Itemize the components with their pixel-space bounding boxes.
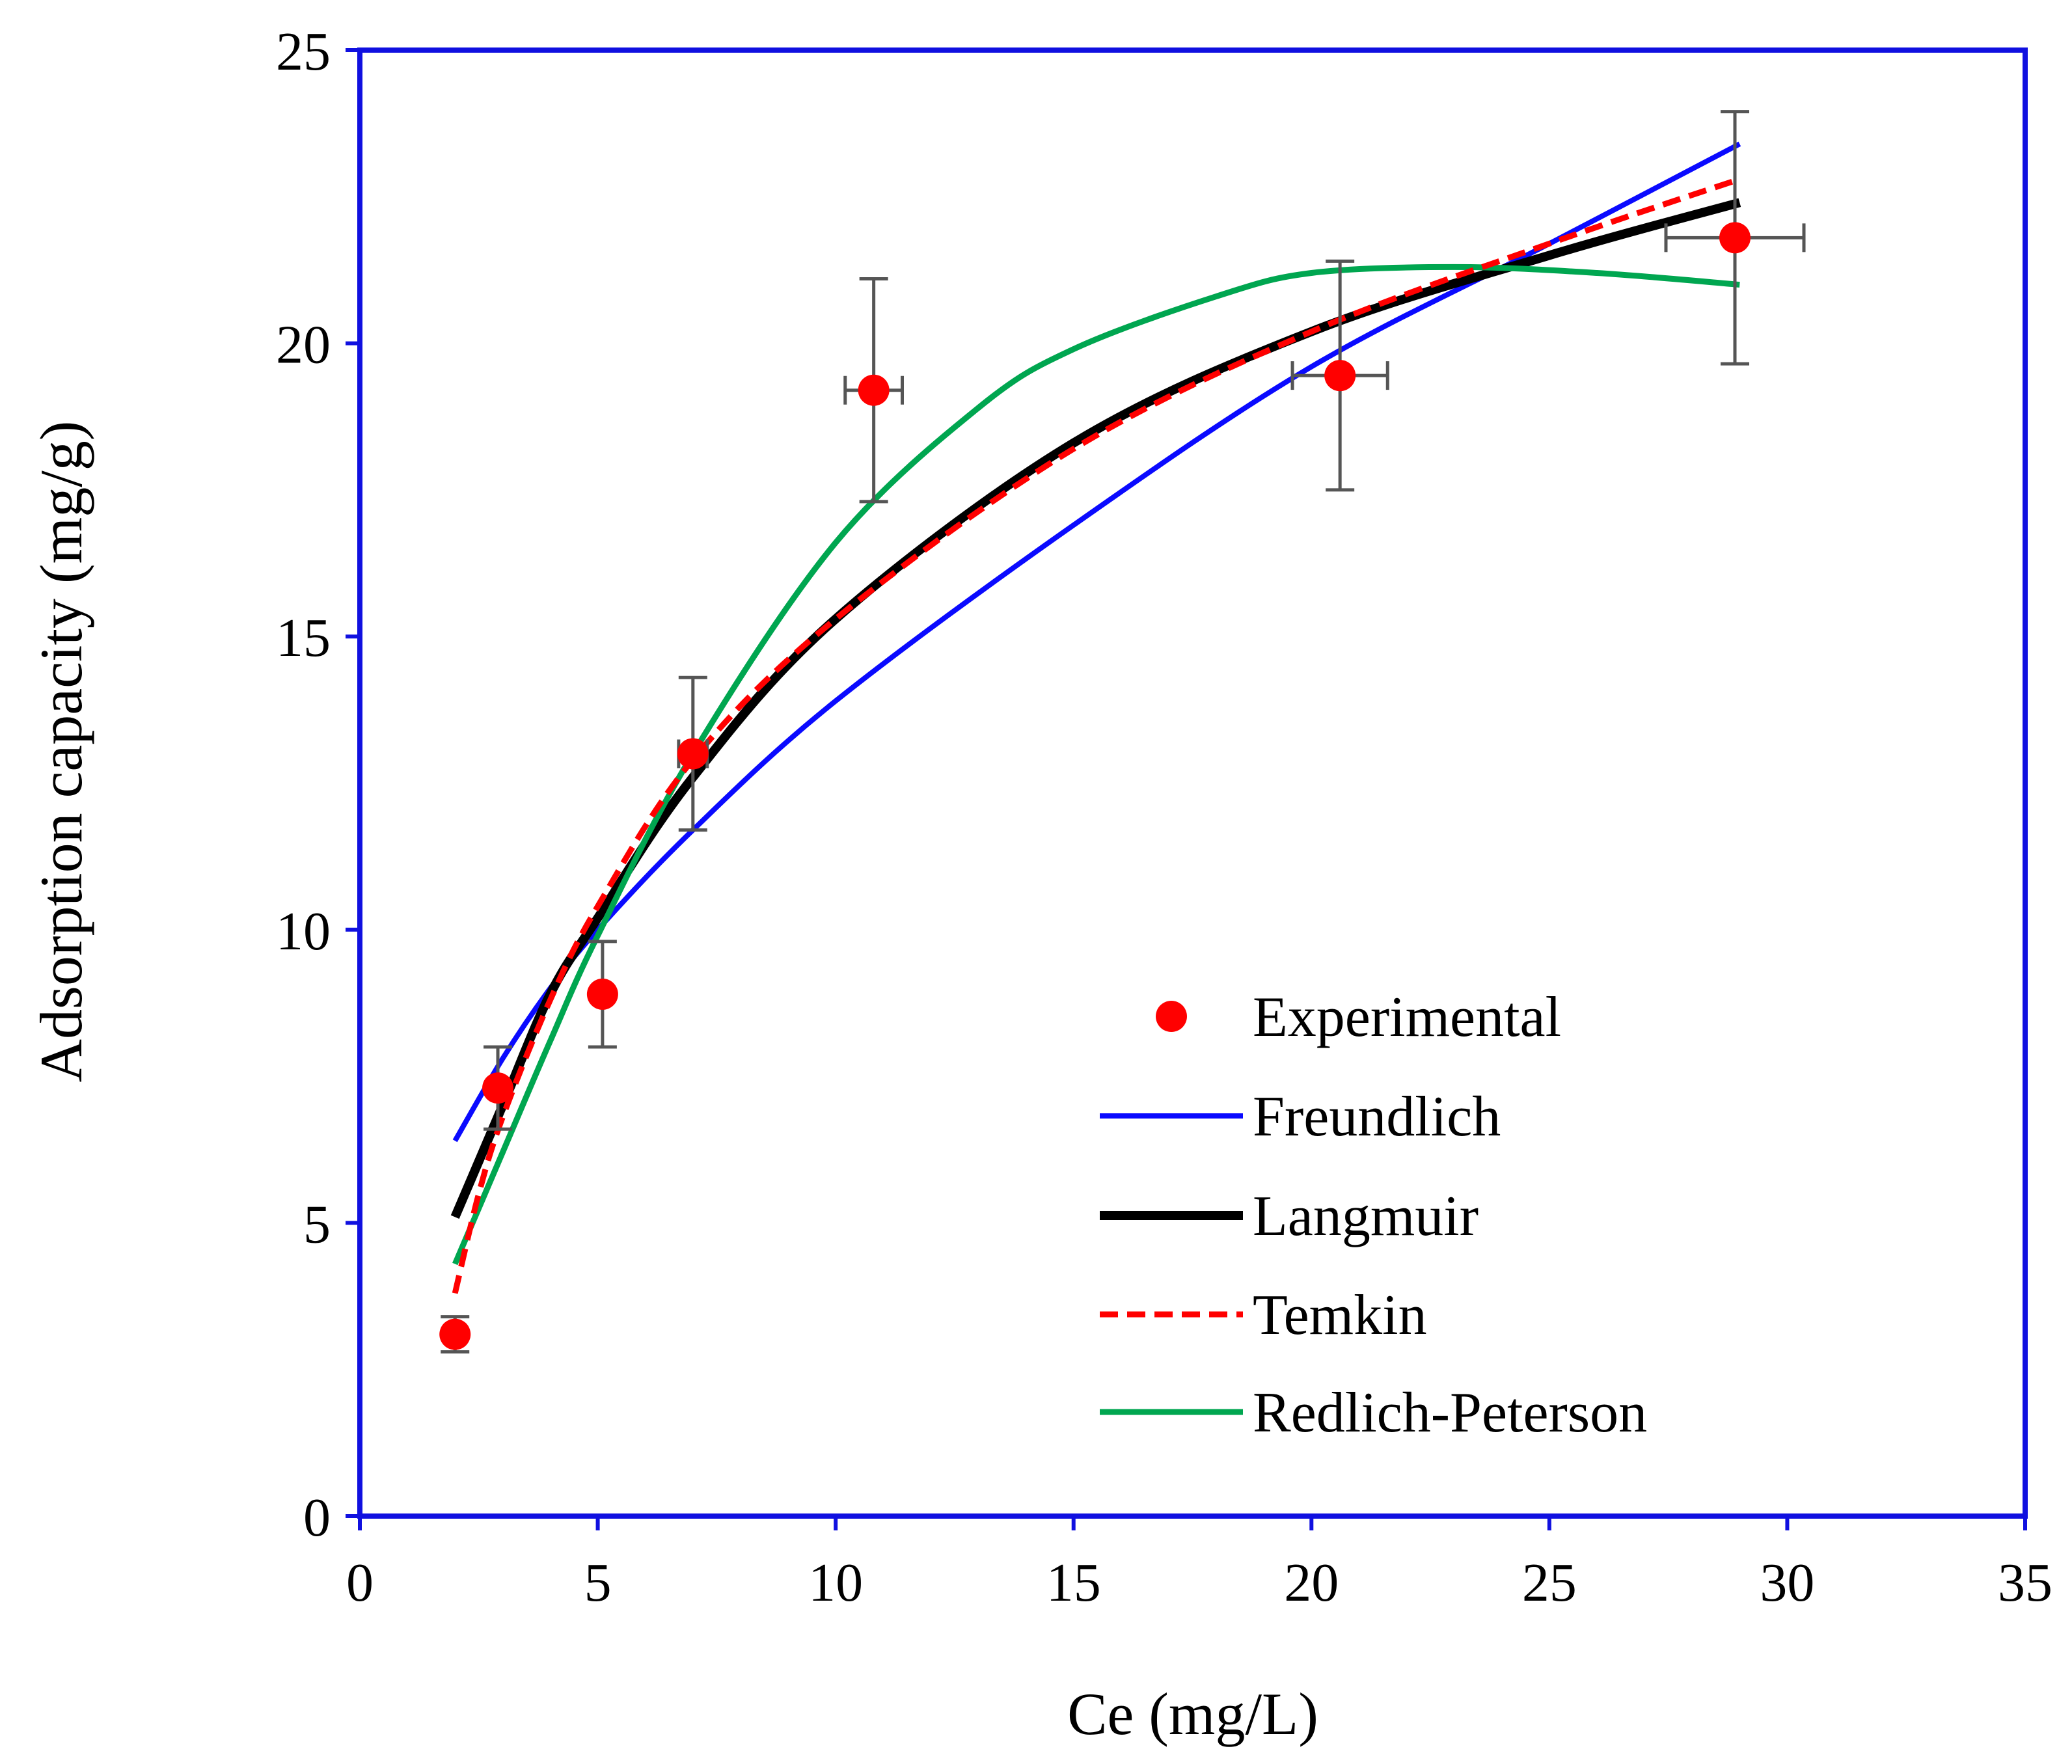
experimental-point	[482, 1072, 514, 1104]
plot-area-frame	[357, 47, 2028, 1519]
axis-ticks: 0 5 10 15 20 25 30 35 0 5 10 15 20 25	[276, 21, 2052, 1613]
x-tick-label: 20	[1284, 1553, 1339, 1613]
error-bars	[441, 110, 1806, 1354]
x-tick-label: 0	[346, 1553, 374, 1613]
legend-label: Redlich-Peterson	[1253, 1381, 1647, 1445]
y-tick-label: 20	[276, 315, 331, 375]
y-tick-label: 15	[276, 608, 331, 668]
x-tick-label: 30	[1760, 1553, 1814, 1613]
x-tick-label: 25	[1522, 1553, 1577, 1613]
experimental-point	[1324, 360, 1356, 392]
temkin-curve	[452, 176, 1741, 1294]
y-tick-label: 0	[303, 1487, 331, 1548]
legend-label: Langmuir	[1253, 1185, 1479, 1248]
y-tick-label: 25	[276, 21, 331, 82]
legend-marker-experimental	[1156, 1001, 1187, 1032]
experimental-point	[1719, 222, 1751, 254]
legend-label: Experimental	[1253, 986, 1561, 1049]
experimental-point	[677, 738, 709, 770]
x-tick-label: 5	[584, 1553, 612, 1613]
legend-label: Temkin	[1253, 1284, 1427, 1347]
redlich-peterson-curve	[452, 264, 1740, 1266]
model-curves	[450, 141, 1741, 1294]
x-tick-label: 15	[1046, 1553, 1101, 1613]
y-axis-title: Adsorption capacity (mg/g)	[28, 421, 94, 1083]
experimental-points	[439, 222, 1751, 1350]
experimental-point	[586, 978, 618, 1010]
x-tick-label: 10	[808, 1553, 863, 1613]
experimental-point	[858, 374, 890, 406]
experimental-point	[439, 1318, 471, 1350]
y-tick-label: 5	[303, 1194, 331, 1255]
x-axis-title: Ce (mg/L)	[1067, 1681, 1318, 1747]
y-tick-label: 10	[276, 901, 331, 962]
legend: Experimental Freundlich Langmuir Temkin Redl…	[1100, 986, 1647, 1445]
legend-label: Freundlich	[1253, 1085, 1501, 1148]
x-tick-label: 35	[1998, 1553, 2052, 1613]
